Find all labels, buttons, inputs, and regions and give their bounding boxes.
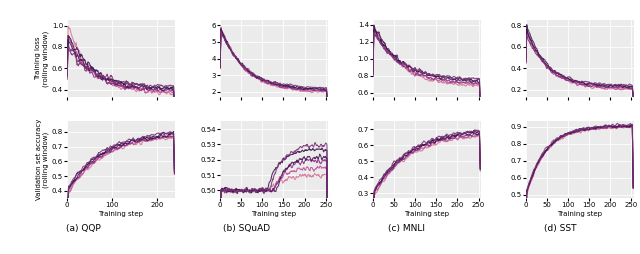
- X-axis label: Training step: Training step: [252, 211, 296, 217]
- Y-axis label: Training loss
(rolling window): Training loss (rolling window): [35, 30, 49, 87]
- Text: (d) SST: (d) SST: [544, 224, 576, 233]
- X-axis label: Training step: Training step: [404, 211, 449, 217]
- Text: (b) SQuAD: (b) SQuAD: [223, 224, 270, 233]
- X-axis label: Training step: Training step: [99, 211, 143, 217]
- Y-axis label: Validation set accuracy
(rolling window): Validation set accuracy (rolling window): [35, 119, 49, 200]
- Text: (c) MNLI: (c) MNLI: [388, 224, 425, 233]
- X-axis label: Training step: Training step: [557, 211, 602, 217]
- Text: (a) QQP: (a) QQP: [66, 224, 100, 233]
